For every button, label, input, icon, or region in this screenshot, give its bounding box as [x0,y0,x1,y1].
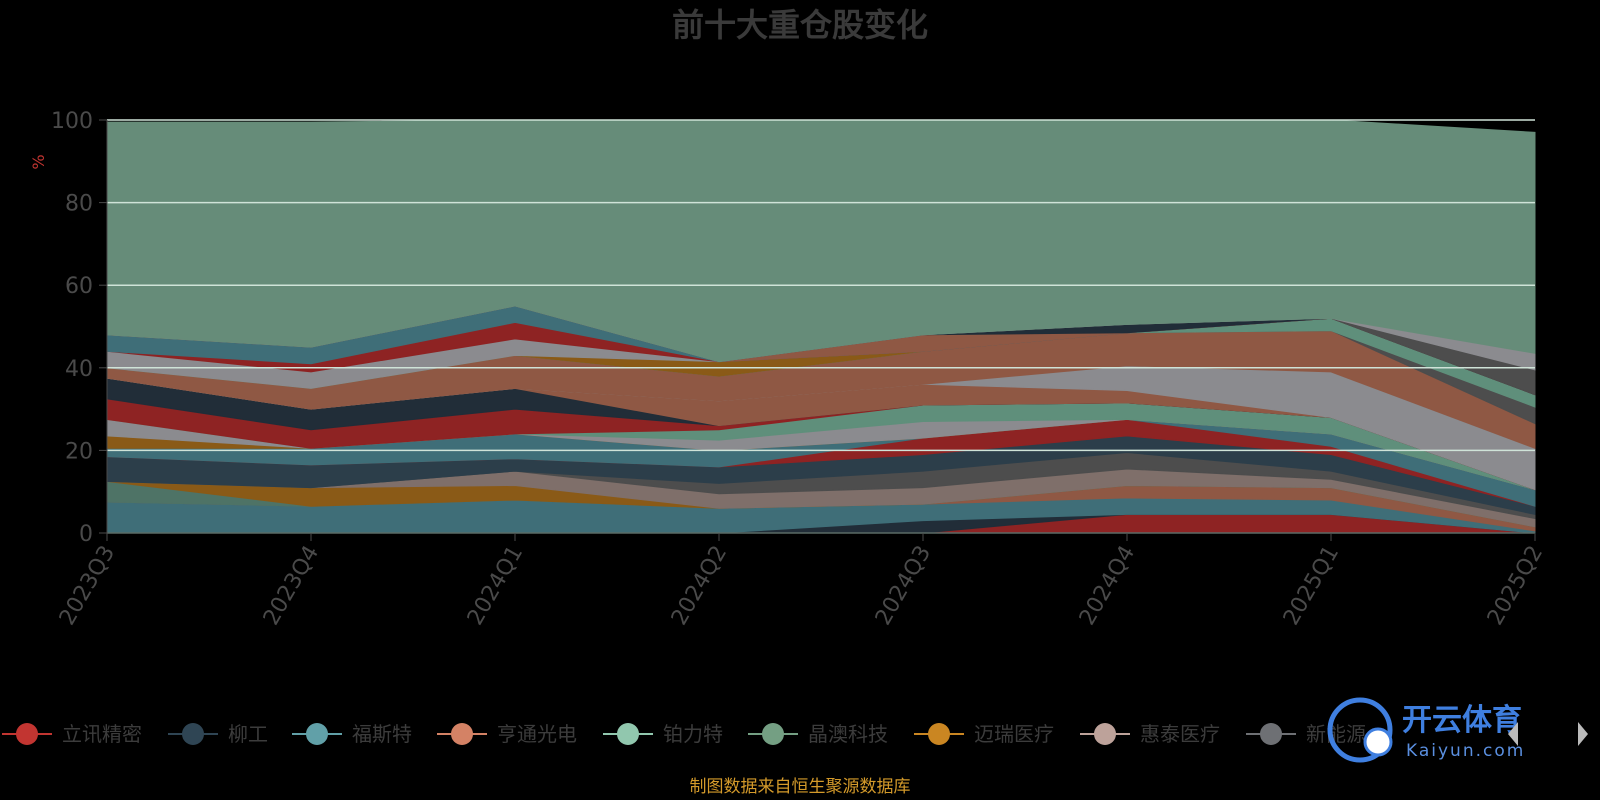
legend-item-0[interactable]: 立讯精密 [2,722,142,746]
logo-ring-icon [1327,697,1393,763]
legend-marker [451,723,473,745]
legend-item-5[interactable]: 晶澳科技 [748,722,888,746]
x-tick-label: 2025Q1 [1279,542,1344,630]
legend-pager[interactable] [1508,722,1588,746]
legend-item-4[interactable]: 铂力特 [603,722,723,746]
legend-marker [1094,723,1116,745]
legend-item-8[interactable]: 新能源 [1246,722,1366,746]
legend-marker [306,723,328,745]
legend-item-2[interactable]: 福斯特 [292,722,412,746]
x-tick-label: 2024Q3 [871,542,936,630]
legend-label: 惠泰医疗 [1140,722,1220,746]
legend-marker [617,723,639,745]
y-tick-label: 60 [65,274,93,299]
chart-title: 前十大重仓股变化 [672,6,928,44]
legend-item-6[interactable]: 迈瑞医疗 [914,722,1054,746]
legend-label: 新能源 [1306,722,1366,746]
watermark-logo: 开云体育 Kaiyun.com [1327,697,1525,763]
legend-marker [182,723,204,745]
y-axis-label: % [29,154,48,169]
y-tick-label: 40 [65,357,93,382]
x-axis-ticks: 2023Q3 2023Q4 2024Q1 2024Q2 2024Q3 2024Q4 2025… [55,533,1548,630]
y-tick-label: 0 [79,522,93,547]
x-tick-label: 2023Q3 [55,542,120,630]
legend-label: 迈瑞医疗 [974,722,1054,746]
x-tick-label: 2024Q4 [1075,542,1140,630]
legend-label: 柳工 [228,722,268,746]
legend-next-icon[interactable] [1578,722,1588,746]
watermark-subtext: Kaiyun.com [1406,741,1525,761]
legend-item-1[interactable]: 柳工 [168,722,268,746]
y-axis-ticks: 0 20 40 60 80 100 [51,109,93,547]
legend-marker [928,723,950,745]
legend-item-7[interactable]: 惠泰医疗 [1080,722,1220,746]
x-tick-label: 2024Q2 [667,542,732,630]
y-tick-label: 80 [65,192,93,217]
x-tick-label: 2023Q4 [259,542,324,630]
x-tick-label: 2024Q1 [463,542,528,630]
legend-marker [762,723,784,745]
legend-marker [16,723,38,745]
legend[interactable]: 立讯精密 柳工 福斯特 亨通光电 铂力特 晶澳科技 迈瑞医疗 惠泰医疗 新能源 [2,722,1366,746]
y-tick-label: 100 [51,109,93,134]
legend-label: 晶澳科技 [808,722,888,746]
soccer-ball-icon [1363,727,1393,757]
gridlines [99,119,1535,534]
legend-label: 立讯精密 [62,722,142,746]
legend-prev-icon[interactable] [1508,722,1518,746]
legend-marker [1260,723,1282,745]
legend-item-3[interactable]: 亨通光电 [437,722,577,746]
x-tick-label: 2025Q2 [1483,542,1548,630]
legend-label: 福斯特 [352,722,412,746]
area-series-group [106,119,1536,534]
watermark-text: 开云体育 [1402,703,1522,738]
data-source-note: 制图数据来自恒生聚源数据库 [690,777,911,797]
legend-label: 亨通光电 [497,722,577,746]
legend-label: 铂力特 [663,722,723,746]
y-tick-label: 20 [65,439,93,464]
